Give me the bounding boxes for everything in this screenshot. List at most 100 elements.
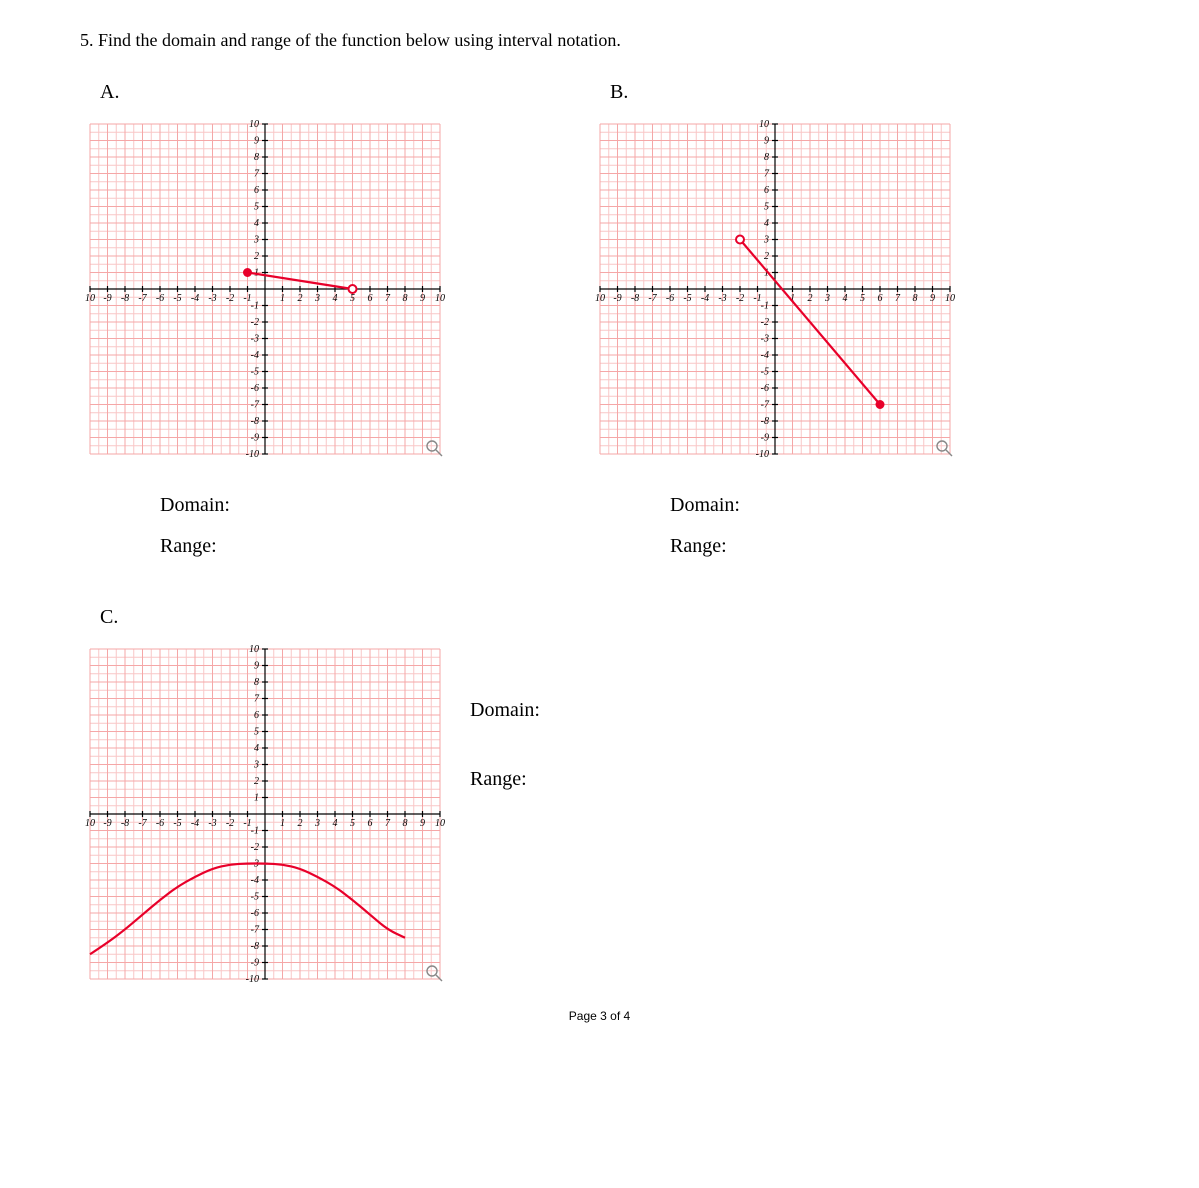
svg-text:10: 10 (85, 293, 95, 304)
svg-text:9: 9 (420, 818, 425, 829)
svg-text:-2: -2 (226, 293, 234, 304)
svg-text:-8: -8 (631, 293, 639, 304)
svg-text:-8: -8 (121, 293, 129, 304)
svg-text:3: 3 (824, 293, 830, 304)
svg-text:10: 10 (249, 119, 259, 130)
svg-text:5: 5 (764, 202, 769, 213)
svg-text:-3: -3 (761, 334, 769, 345)
svg-text:8: 8 (254, 152, 259, 163)
graph-b: 10-9-8-7-6-5-4-3-2-112345678910109876543… (590, 114, 960, 464)
svg-text:-3: -3 (208, 818, 216, 829)
svg-text:6: 6 (254, 185, 259, 196)
svg-text:10: 10 (85, 818, 95, 829)
svg-text:-6: -6 (251, 383, 259, 394)
svg-text:7: 7 (385, 818, 391, 829)
svg-text:5: 5 (254, 202, 259, 213)
svg-text:-6: -6 (761, 383, 769, 394)
svg-text:10: 10 (435, 818, 445, 829)
svg-text:-7: -7 (138, 818, 147, 829)
svg-text:10: 10 (435, 293, 445, 304)
svg-text:6: 6 (254, 710, 259, 721)
svg-text:-5: -5 (761, 367, 769, 378)
svg-text:5: 5 (350, 818, 355, 829)
svg-text:6: 6 (764, 185, 769, 196)
svg-text:-10: -10 (246, 974, 259, 985)
svg-text:2: 2 (764, 251, 769, 262)
svg-text:-8: -8 (761, 416, 769, 427)
svg-text:-9: -9 (251, 433, 259, 444)
svg-text:-5: -5 (173, 293, 181, 304)
svg-text:-9: -9 (613, 293, 621, 304)
svg-text:-3: -3 (718, 293, 726, 304)
svg-text:2: 2 (298, 818, 303, 829)
graph-c: 10-9-8-7-6-5-4-3-2-112345678910109876543… (80, 639, 450, 989)
svg-text:6: 6 (368, 818, 373, 829)
svg-text:-6: -6 (156, 818, 164, 829)
svg-text:9: 9 (764, 136, 769, 147)
svg-text:6: 6 (878, 293, 883, 304)
svg-text:-1: -1 (251, 301, 259, 312)
svg-text:-9: -9 (761, 433, 769, 444)
svg-text:-4: -4 (191, 293, 199, 304)
svg-text:6: 6 (368, 293, 373, 304)
part-c-label: C. (100, 606, 1119, 629)
svg-text:8: 8 (913, 293, 918, 304)
svg-text:-3: -3 (251, 334, 259, 345)
svg-text:-3: -3 (208, 293, 216, 304)
graph-a: 10-9-8-7-6-5-4-3-2-112345678910109876543… (80, 114, 450, 464)
svg-text:1: 1 (254, 793, 259, 804)
svg-text:-9: -9 (103, 818, 111, 829)
svg-text:-2: -2 (761, 317, 769, 328)
svg-text:-2: -2 (251, 317, 259, 328)
svg-text:3: 3 (314, 818, 320, 829)
svg-text:5: 5 (350, 293, 355, 304)
svg-text:1: 1 (280, 818, 285, 829)
svg-text:-4: -4 (701, 293, 709, 304)
svg-text:3: 3 (763, 235, 769, 246)
svg-text:4: 4 (764, 218, 769, 229)
svg-text:-2: -2 (226, 818, 234, 829)
svg-text:-7: -7 (761, 400, 770, 411)
domain-label-c: Domain: (470, 699, 540, 722)
svg-text:-6: -6 (666, 293, 674, 304)
svg-text:-7: -7 (648, 293, 657, 304)
svg-text:4: 4 (254, 743, 259, 754)
svg-text:-7: -7 (251, 400, 260, 411)
svg-text:9: 9 (254, 136, 259, 147)
range-label-c: Range: (470, 768, 540, 791)
svg-text:8: 8 (403, 293, 408, 304)
svg-text:-5: -5 (683, 293, 691, 304)
svg-text:9: 9 (420, 293, 425, 304)
svg-text:7: 7 (895, 293, 901, 304)
svg-text:3: 3 (314, 293, 320, 304)
domain-label-a: Domain: (160, 494, 450, 517)
svg-text:-7: -7 (138, 293, 147, 304)
svg-text:-4: -4 (191, 818, 199, 829)
svg-text:10: 10 (945, 293, 955, 304)
svg-text:2: 2 (254, 776, 259, 787)
svg-text:-8: -8 (251, 416, 259, 427)
svg-text:5: 5 (254, 727, 259, 738)
svg-text:9: 9 (254, 661, 259, 672)
svg-text:3: 3 (253, 235, 259, 246)
svg-text:-2: -2 (251, 842, 259, 853)
svg-text:1: 1 (280, 293, 285, 304)
range-label-a: Range: (160, 535, 450, 558)
svg-text:-8: -8 (121, 818, 129, 829)
svg-text:-9: -9 (103, 293, 111, 304)
svg-text:4: 4 (333, 293, 338, 304)
part-a-label: A. (100, 81, 450, 104)
svg-text:-5: -5 (251, 367, 259, 378)
svg-text:10: 10 (249, 644, 259, 655)
domain-label-b: Domain: (670, 494, 960, 517)
question-text: 5. Find the domain and range of the func… (80, 30, 1119, 51)
svg-text:-8: -8 (251, 941, 259, 952)
svg-text:-4: -4 (761, 350, 769, 361)
svg-text:7: 7 (385, 293, 391, 304)
svg-text:2: 2 (808, 293, 813, 304)
svg-text:-1: -1 (761, 301, 769, 312)
svg-text:-4: -4 (251, 875, 259, 886)
svg-text:-9: -9 (251, 958, 259, 969)
range-label-b: Range: (670, 535, 960, 558)
svg-text:-1: -1 (251, 826, 259, 837)
